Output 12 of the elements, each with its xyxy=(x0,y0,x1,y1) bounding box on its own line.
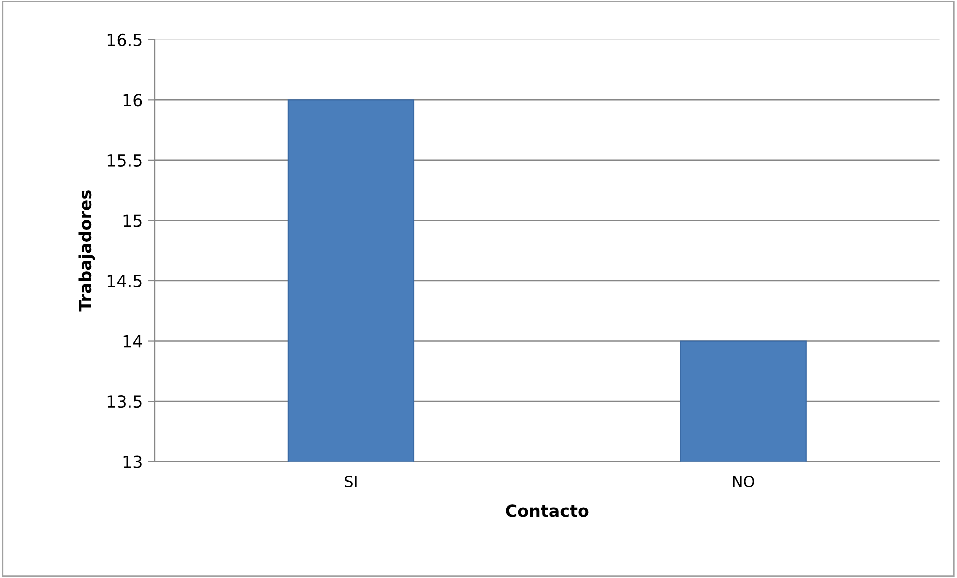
y-axis-title: Trabajadores xyxy=(78,190,96,312)
y-tick-label: 13.5 xyxy=(108,396,142,408)
y-tick-label: 15 xyxy=(124,214,142,228)
y-tick-label: 14 xyxy=(124,335,142,348)
x-tick-label: SI xyxy=(345,476,357,488)
y-tick-label: 13 xyxy=(124,456,142,468)
y-tick-label: 16.5 xyxy=(108,34,142,46)
x-tick-label: NO xyxy=(733,476,754,488)
y-tick-label: 15.5 xyxy=(108,154,142,168)
x-axis-title: Contacto xyxy=(506,504,589,518)
y-tick-label: 14.5 xyxy=(108,275,142,288)
y-tick-label: 16 xyxy=(124,94,142,107)
